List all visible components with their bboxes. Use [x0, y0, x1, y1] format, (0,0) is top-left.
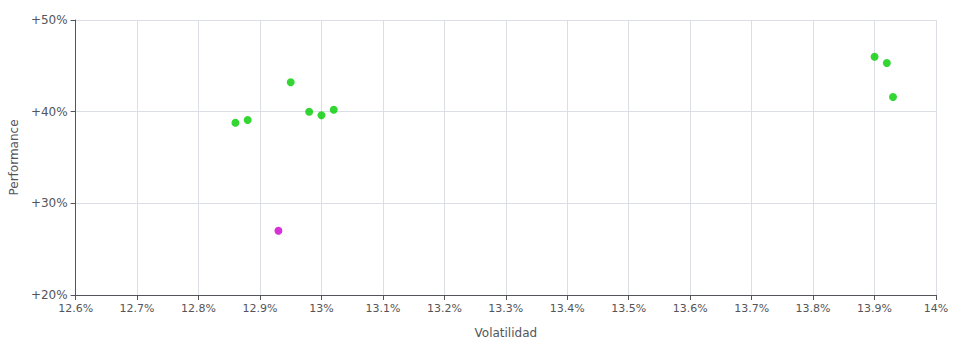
svg-text:13.7%: 13.7% [734, 302, 769, 315]
svg-text:12.6%: 12.6% [58, 302, 93, 315]
svg-text:+50%: +50% [31, 13, 68, 27]
svg-text:13.6%: 13.6% [673, 302, 708, 315]
svg-text:13.9%: 13.9% [857, 302, 892, 315]
svg-text:13.8%: 13.8% [796, 302, 831, 315]
svg-text:13.4%: 13.4% [550, 302, 585, 315]
svg-text:12.9%: 12.9% [243, 302, 278, 315]
svg-text:14%: 14% [924, 302, 948, 315]
svg-text:Performance: Performance [7, 119, 21, 195]
svg-text:13.5%: 13.5% [611, 302, 646, 315]
svg-text:12.8%: 12.8% [181, 302, 216, 315]
svg-text:+30%: +30% [31, 196, 68, 210]
svg-text:13.3%: 13.3% [488, 302, 523, 315]
svg-text:13.1%: 13.1% [365, 302, 400, 315]
svg-text:+20%: +20% [31, 288, 68, 302]
svg-text:Volatilidad: Volatilidad [475, 326, 538, 340]
svg-text:12.7%: 12.7% [120, 302, 155, 315]
svg-text:13%: 13% [309, 302, 333, 315]
svg-text:13.2%: 13.2% [427, 302, 462, 315]
svg-text:+40%: +40% [31, 105, 68, 119]
